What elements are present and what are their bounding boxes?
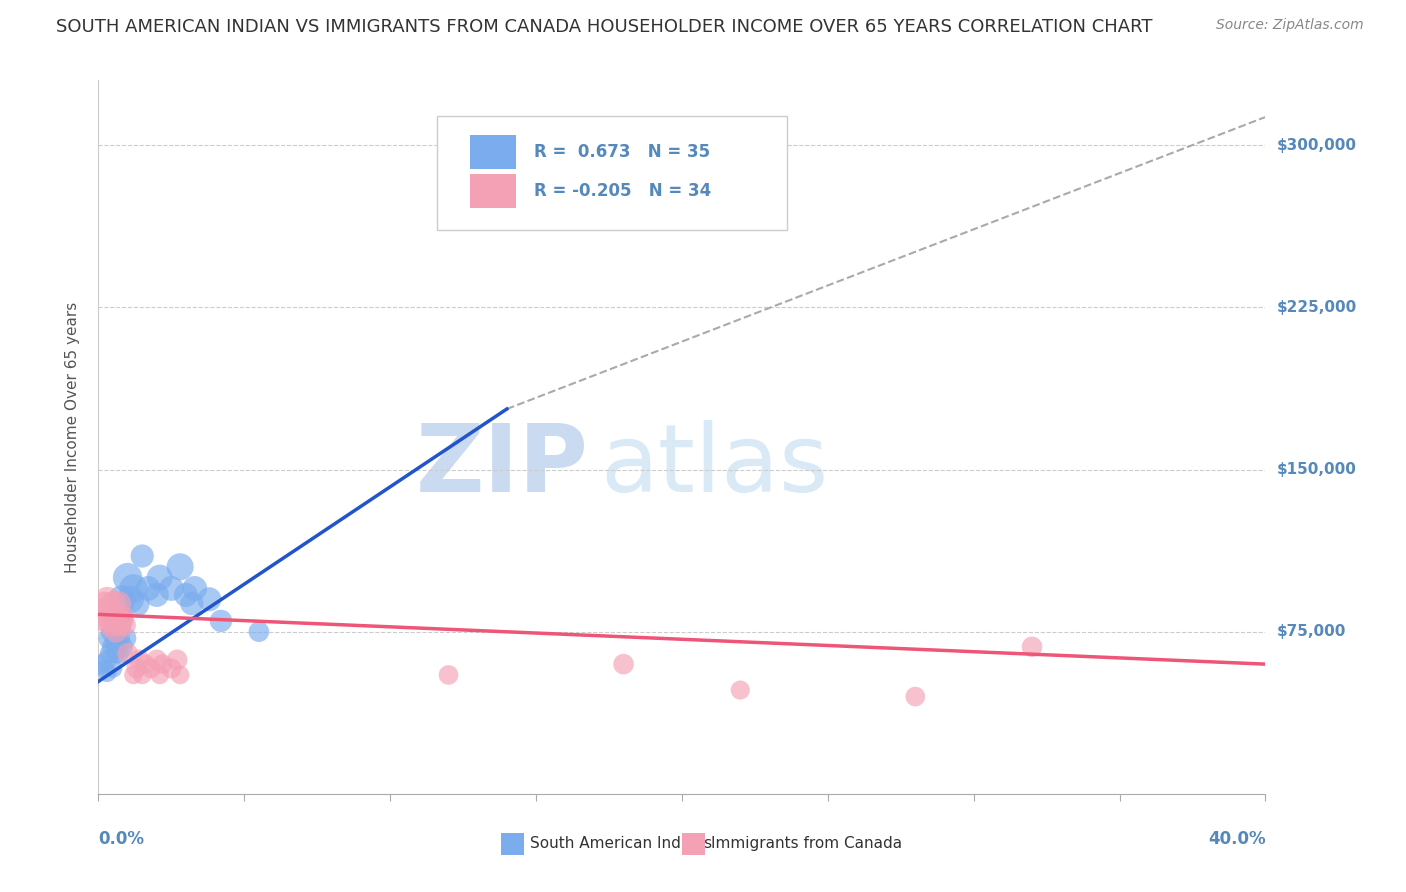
Point <box>134 657 156 672</box>
Point <box>101 624 124 639</box>
Point <box>612 657 634 672</box>
Point <box>160 661 183 675</box>
Point <box>131 549 153 563</box>
Point <box>98 603 121 617</box>
Point <box>96 609 118 624</box>
Text: $150,000: $150,000 <box>1277 462 1357 477</box>
Text: $75,000: $75,000 <box>1277 624 1346 640</box>
Point <box>104 609 127 624</box>
Point <box>90 657 112 672</box>
Point <box>117 646 139 660</box>
Point <box>149 668 172 682</box>
Point <box>108 646 131 660</box>
Text: R =  0.673   N = 35: R = 0.673 N = 35 <box>534 143 710 161</box>
Point <box>166 653 188 667</box>
Point <box>117 571 139 585</box>
Text: 40.0%: 40.0% <box>1208 830 1265 847</box>
Point <box>108 597 131 611</box>
Point <box>101 614 124 628</box>
Point <box>247 624 270 639</box>
Point <box>111 640 134 654</box>
Point <box>104 635 127 649</box>
Point <box>98 631 121 645</box>
Point <box>122 582 145 596</box>
Point <box>101 597 124 611</box>
Point <box>104 624 127 639</box>
Y-axis label: Householder Income Over 65 years: Householder Income Over 65 years <box>65 301 80 573</box>
Point <box>149 571 172 585</box>
Point <box>1021 640 1043 654</box>
Point <box>101 640 124 654</box>
Point <box>96 653 118 667</box>
Point <box>93 661 115 675</box>
Point <box>209 614 232 628</box>
Point <box>125 661 148 675</box>
Point <box>108 618 131 632</box>
Point <box>174 588 197 602</box>
Text: South American Indians: South American Indians <box>530 837 713 851</box>
Point <box>101 661 124 675</box>
Text: SOUTH AMERICAN INDIAN VS IMMIGRANTS FROM CANADA HOUSEHOLDER INCOME OVER 65 YEARS: SOUTH AMERICAN INDIAN VS IMMIGRANTS FROM… <box>56 18 1153 36</box>
Point <box>120 592 142 607</box>
Point <box>139 661 162 675</box>
Text: Source: ZipAtlas.com: Source: ZipAtlas.com <box>1216 18 1364 32</box>
Point <box>98 618 121 632</box>
Point <box>108 618 131 632</box>
Point <box>111 609 134 624</box>
Point <box>104 614 127 628</box>
Point <box>152 657 174 672</box>
Point <box>108 631 131 645</box>
Point <box>90 603 112 617</box>
Point <box>111 592 134 607</box>
Bar <box>470 135 516 169</box>
Point <box>169 559 191 574</box>
Point <box>93 614 115 628</box>
Text: Immigrants from Canada: Immigrants from Canada <box>711 837 903 851</box>
Point <box>114 631 136 645</box>
Text: atlas: atlas <box>600 419 828 512</box>
Point <box>180 597 202 611</box>
Bar <box>682 833 706 855</box>
Point <box>437 668 460 682</box>
Point <box>104 646 127 660</box>
Text: R = -0.205   N = 34: R = -0.205 N = 34 <box>534 182 711 200</box>
Text: ZIP: ZIP <box>416 419 589 512</box>
Point <box>96 665 118 680</box>
Point <box>98 646 121 660</box>
Point <box>146 653 169 667</box>
FancyBboxPatch shape <box>437 116 787 230</box>
Point <box>122 668 145 682</box>
Text: $300,000: $300,000 <box>1277 137 1357 153</box>
Point <box>146 588 169 602</box>
Point <box>96 592 118 607</box>
Point <box>128 653 150 667</box>
Point <box>111 614 134 628</box>
Point <box>198 592 221 607</box>
Point <box>904 690 927 704</box>
Point <box>169 668 191 682</box>
Point <box>183 582 205 596</box>
Point <box>93 597 115 611</box>
Text: $225,000: $225,000 <box>1277 300 1357 315</box>
Point <box>730 683 752 698</box>
Bar <box>470 174 516 208</box>
Point <box>125 597 148 611</box>
Point <box>108 609 131 624</box>
Point <box>136 582 159 596</box>
Text: 0.0%: 0.0% <box>98 830 145 847</box>
Bar <box>501 833 524 855</box>
Point <box>131 668 153 682</box>
Point <box>160 582 183 596</box>
Point <box>114 618 136 632</box>
